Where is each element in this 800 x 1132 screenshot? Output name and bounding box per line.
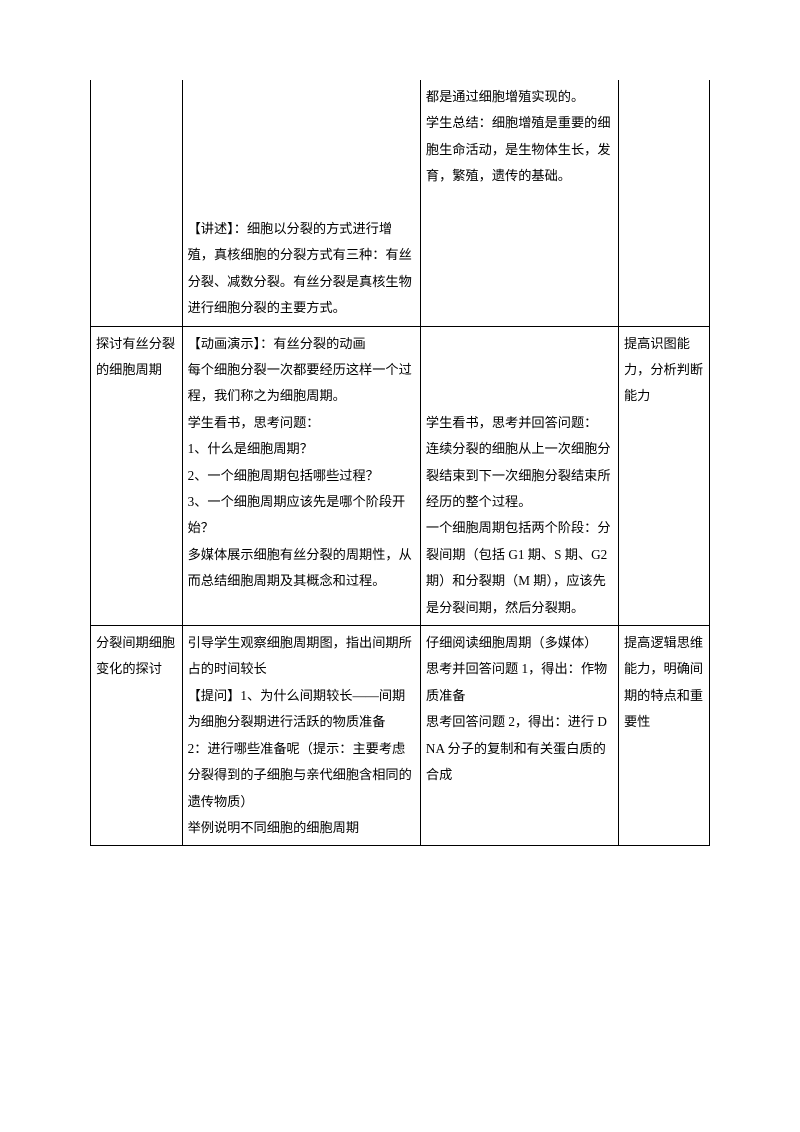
cell-text: 【动画演示】：有丝分裂的动画每个细胞分裂一次都要经历这样一个过程，我们称之为细胞… — [188, 331, 415, 595]
cell-text: 仔细阅读细胞周期（多媒体）思考并回答问题 1，得出：作物质准备思考回答问题 2，… — [426, 630, 613, 788]
cell-stage: 探讨有丝分裂的细胞周期 — [91, 326, 183, 625]
cell-text: 都是通过细胞增殖实现的。学生总结：细胞增殖是重要的细胞生命活动，是生物体生长，发… — [426, 84, 613, 190]
table-row: 探讨有丝分裂的细胞周期 【动画演示】：有丝分裂的动画每个细胞分裂一次都要经历这样… — [91, 326, 710, 625]
cell-teacher: 引导学生观察细胞周期图，指出间期所占的时间较长【提问】1、为什么间期较长——间期… — [182, 626, 420, 846]
table-row: 分裂间期细胞变化的探讨 引导学生观察细胞周期图，指出间期所占的时间较长【提问】1… — [91, 626, 710, 846]
cell-prefix-spacer — [426, 331, 613, 410]
cell-goal — [619, 80, 710, 326]
cell-student: 仔细阅读细胞周期（多媒体）思考并回答问题 1，得出：作物质准备思考回答问题 2，… — [420, 626, 618, 846]
cell-teacher: 【讲述】：细胞以分裂的方式进行增殖，真核细胞的分裂方式有三种：有丝分裂、减数分裂… — [182, 80, 420, 326]
cell-student: 学生看书，思考并回答问题：连续分裂的细胞从上一次细胞分裂结束到下一次细胞分裂结束… — [420, 326, 618, 625]
page: 【讲述】：细胞以分裂的方式进行增殖，真核细胞的分裂方式有三种：有丝分裂、减数分裂… — [0, 0, 800, 1132]
cell-text: 引导学生观察细胞周期图，指出间期所占的时间较长【提问】1、为什么间期较长——间期… — [188, 630, 415, 841]
cell-goal: 提高识图能力，分析判断能力 — [619, 326, 710, 625]
cell-student: 都是通过细胞增殖实现的。学生总结：细胞增殖是重要的细胞生命活动，是生物体生长，发… — [420, 80, 618, 326]
table-row: 【讲述】：细胞以分裂的方式进行增殖，真核细胞的分裂方式有三种：有丝分裂、减数分裂… — [91, 80, 710, 326]
cell-text: 学生看书，思考并回答问题：连续分裂的细胞从上一次细胞分裂结束到下一次细胞分裂结束… — [426, 410, 613, 621]
cell-goal: 提高逻辑思维能力，明确间期的特点和重要性 — [619, 626, 710, 846]
cell-stage: 分裂间期细胞变化的探讨 — [91, 626, 183, 846]
cell-teacher: 【动画演示】：有丝分裂的动画每个细胞分裂一次都要经历这样一个过程，我们称之为细胞… — [182, 326, 420, 625]
cell-prefix-spacer — [188, 84, 415, 216]
lesson-table: 【讲述】：细胞以分裂的方式进行增殖，真核细胞的分裂方式有三种：有丝分裂、减数分裂… — [90, 80, 710, 846]
cell-stage — [91, 80, 183, 326]
cell-text: 【讲述】：细胞以分裂的方式进行增殖，真核细胞的分裂方式有三种：有丝分裂、减数分裂… — [188, 216, 415, 322]
